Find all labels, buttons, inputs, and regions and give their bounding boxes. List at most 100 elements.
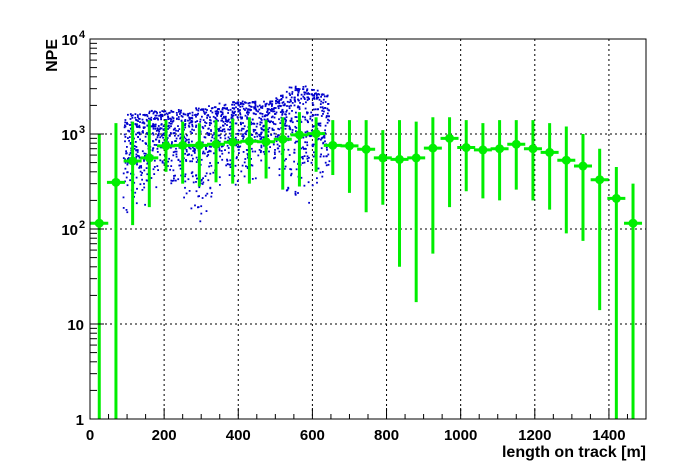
scatter-point (269, 100, 272, 103)
scatter-point (326, 112, 329, 115)
scatter-point (246, 111, 248, 114)
scatter-point (259, 112, 261, 115)
scatter-point (195, 190, 198, 193)
scatter-point (237, 148, 240, 151)
scatter-point (165, 112, 168, 115)
scatter-point (297, 91, 300, 94)
scatter-point (224, 137, 227, 140)
scatter-point (155, 129, 158, 132)
scatter-point (325, 146, 328, 149)
scatter-point (146, 115, 149, 118)
scatter-point (185, 159, 187, 161)
scatter-point (133, 145, 136, 147)
scatter-point (277, 105, 280, 108)
scatter-point (218, 108, 220, 111)
scatter-point (234, 183, 237, 186)
scatter-point (316, 89, 319, 92)
scatter-point (273, 132, 276, 135)
scatter-point (184, 119, 187, 121)
scatter-point (148, 110, 151, 113)
scatter-point (125, 150, 127, 153)
scatter-point (156, 127, 159, 130)
scatter-point (326, 107, 329, 110)
scatter-point (322, 155, 325, 158)
scatter-point (270, 116, 273, 119)
scatter-point (179, 113, 181, 115)
scatter-point (221, 158, 224, 161)
scatter-point (227, 112, 229, 114)
scatter-point (211, 136, 214, 139)
scatter-point (199, 118, 202, 121)
scatter-point (201, 178, 203, 181)
scatter-point (323, 110, 325, 113)
scatter-point (297, 140, 299, 143)
scatter-point (159, 111, 161, 114)
scatter-point (254, 108, 257, 111)
scatter-point (141, 172, 143, 174)
profile-point (628, 218, 638, 228)
scatter-point (216, 128, 219, 131)
scatter-point (256, 135, 259, 138)
scatter-point (325, 155, 328, 158)
scatter-point (158, 139, 161, 142)
scatter-point (207, 154, 210, 156)
scatter-point (208, 165, 210, 168)
scatter-point (150, 119, 153, 121)
scatter-point (187, 178, 190, 181)
scatter-point (236, 146, 239, 148)
scatter-point (143, 113, 146, 116)
scatter-point (260, 133, 262, 136)
scatter-point (316, 96, 318, 99)
scatter-point (314, 108, 317, 111)
scatter-point (221, 117, 224, 120)
scatter-point (237, 101, 240, 104)
profile-point (111, 177, 121, 187)
scatter-point (306, 144, 309, 147)
scatter-point (255, 113, 257, 116)
scatter-point (136, 114, 139, 117)
scatter-point (310, 111, 313, 114)
scatter-point (318, 137, 320, 140)
scatter-point (302, 136, 305, 139)
scatter-point (138, 155, 140, 158)
scatter-point (196, 114, 199, 116)
scatter-point (153, 111, 155, 114)
scatter-point (235, 106, 237, 109)
scatter-point (233, 101, 235, 104)
scatter-point (273, 110, 276, 113)
scatter-point (234, 164, 237, 167)
scatter-point (201, 197, 204, 199)
scatter-point (155, 138, 157, 141)
scatter-point (321, 109, 324, 112)
scatter-point (126, 171, 129, 174)
scatter-point (248, 104, 251, 107)
scatter-point (204, 121, 206, 124)
scatter-point (250, 134, 253, 136)
scatter-point (169, 168, 171, 171)
scatter-point (259, 121, 262, 124)
scatter-point (195, 115, 197, 118)
scatter-point (123, 133, 126, 136)
scatter-point (321, 93, 324, 96)
profile-point (311, 129, 321, 139)
scatter-point (236, 133, 239, 135)
scatter-point (261, 105, 264, 108)
profile-point (161, 141, 171, 151)
scatter-point (172, 117, 175, 120)
scatter-point (184, 124, 186, 126)
scatter-point (220, 119, 223, 122)
scatter-point (202, 181, 205, 184)
scatter-point (232, 114, 235, 117)
scatter-point (160, 116, 162, 119)
scatter-point (174, 150, 177, 153)
scatter-point (209, 162, 211, 164)
scatter-point (151, 149, 154, 152)
scatter-point (311, 97, 314, 100)
profile-point (194, 140, 204, 150)
scatter-point (171, 180, 174, 182)
scatter-point (205, 147, 207, 150)
scatter-point (228, 128, 231, 131)
scatter-point (288, 101, 291, 104)
